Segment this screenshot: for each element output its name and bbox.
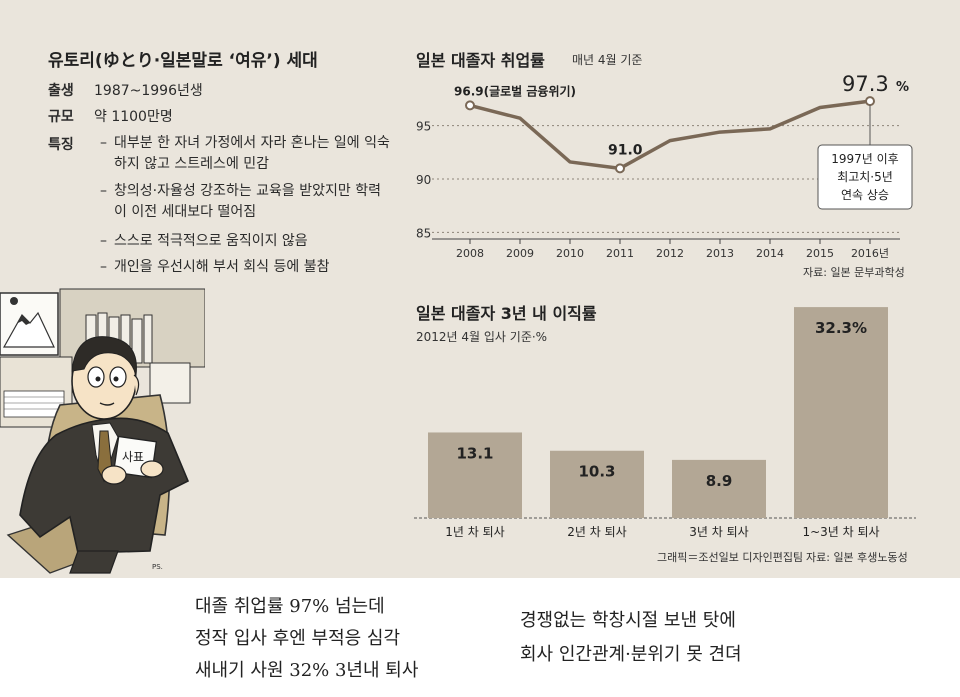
bar (672, 459, 766, 518)
x-tick-label: 2016년 (851, 247, 889, 260)
graphic-credit: 그래픽＝조선일보 디자인편집팀 (657, 551, 804, 564)
x-tick-label: 2013 (706, 247, 734, 260)
feature-item: – 대부분 한 자녀 가정에서 자라 혼나는 일에 익숙하지 않고 스트레스에 민… (100, 135, 390, 172)
caption-left-line: 대졸 취업률 97% 넘는데 (195, 596, 385, 617)
annotation-last-unit: % (896, 80, 909, 95)
size-row: 규모 약 1100만명 (48, 106, 173, 126)
x-tick-label: 2014 (756, 247, 784, 260)
data-point (865, 96, 875, 107)
employment-chart-title: 일본 대졸자 취업률 (416, 51, 545, 70)
caption-right-line: 회사 인간관계·분위기 못 견뎌 (520, 644, 742, 665)
callout-line: 연속 상승 (841, 188, 889, 202)
series-line (469, 99, 871, 171)
infographic-panel: 유토리(ゆとり·일본말로 ‘여유’) 세대 출생 1987~1996년생 규모 약 … (0, 0, 960, 578)
x-tick-label: 2009 (506, 247, 534, 260)
turnover-chart-title: 일본 대졸자 3년 내 이직률 (416, 304, 597, 323)
y-tick-label: 95 (416, 120, 431, 134)
caption-left-line: 정작 입사 후엔 부적응 심각 (195, 628, 401, 649)
size-key: 규모 (48, 109, 74, 125)
employment-chart-subtitle: 매년 4월 기준 (572, 53, 643, 67)
employment-rate-line-chart: 85 90 95 2008 2009 2010 2011 2012 2013 2014 2015 20… (416, 75, 913, 260)
caption-left-line: 새내기 사원 32% 3년내 퇴사 (195, 660, 419, 681)
bar-value-label: 13.1 (456, 444, 493, 462)
data-point (615, 163, 625, 174)
resignation-letter-label: 사표 (122, 450, 144, 464)
feature-item: – 개인을 우선시해 부서 회식 등에 불참 (100, 259, 330, 275)
bar-value-label: 10.3 (578, 463, 615, 481)
y-tick-label: 85 (416, 226, 431, 240)
x-tick-label: 2011 (606, 247, 634, 260)
category-label: 1~3년 차 퇴사 (802, 525, 879, 539)
bar-value-label: 8.9 (706, 472, 733, 490)
bar (550, 450, 644, 518)
features-key: 특징 (48, 137, 74, 153)
annotation-low: 91.0 (608, 142, 643, 158)
category-label: 3년 차 퇴사 (689, 525, 748, 539)
data-point (465, 100, 475, 111)
callout-line: 최고치·5년 (837, 170, 893, 184)
x-tick-label: 2012 (656, 247, 684, 260)
birth-key: 출생 (48, 83, 74, 99)
category-label: 1년 차 퇴사 (445, 525, 504, 539)
feature-item: – 스스로 적극적으로 움직이지 않음 (100, 233, 308, 249)
feature-item: – 창의성·자율성 강조하는 교육을 받았지만 학력이 이전 세대보다 떨어짐 (100, 183, 381, 220)
office-worker-illustration: 사표 PS. (0, 288, 205, 574)
bar (794, 307, 888, 518)
x-tick-label: 2008 (456, 247, 484, 260)
features-key-row: 특징 (48, 134, 94, 154)
birth-value: 1987~1996년생 (94, 83, 203, 99)
artist-signature: PS. (152, 563, 163, 571)
callout-box (817, 144, 913, 210)
bar-value-label: 32.3% (815, 319, 867, 337)
turnover-chart-subtitle: 2012년 4월 입사 기준·% (416, 330, 548, 344)
x-tick-label: 2015 (806, 247, 834, 260)
callout-line: 1997년 이후 (831, 152, 898, 166)
birth-row: 출생 1987~1996년생 (48, 80, 203, 100)
y-tick-label: 90 (416, 173, 431, 187)
generation-title: 유토리(ゆとり·일본말로 ‘여유’) 세대 (48, 51, 318, 71)
caption-right-line: 경쟁없는 학창시절 보낸 탓에 (520, 610, 736, 631)
turnover-chart-source: 자료: 일본 후생노동성 (806, 551, 908, 564)
category-label: 2년 차 퇴사 (567, 525, 626, 539)
size-value: 약 1100만명 (94, 109, 173, 125)
annotation-last: 97.3 (842, 75, 889, 96)
turnover-rate-bar-chart: 13.1 1년 차 퇴사 10.3 2년 차 퇴사 8.9 3년 차 퇴사 32.3% 1~3… (414, 307, 916, 539)
employment-chart-source: 자료: 일본 문부과학성 (803, 266, 905, 279)
x-tick-label: 2010 (556, 247, 584, 260)
bar (428, 432, 522, 518)
annotation-first: 96.9(글로벌 금융위기) (454, 83, 576, 98)
